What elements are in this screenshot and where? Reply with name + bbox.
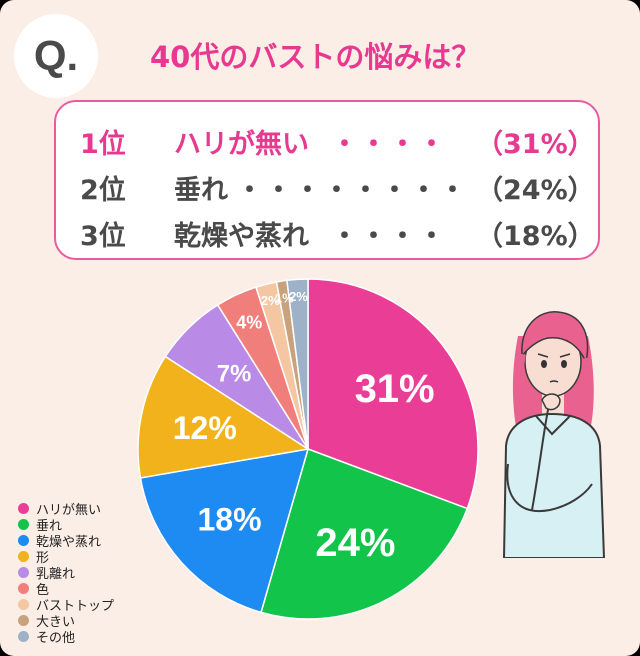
- pie-labels: 31% 24% 18% 12% 7% 4% 2%1%2%: [173, 289, 435, 565]
- legend-label: 垂れ: [36, 518, 63, 534]
- legend-label: 形: [36, 550, 50, 566]
- legend-swatch: [18, 598, 29, 610]
- legend-swatch: [18, 614, 29, 626]
- pie-label-7: 2%: [261, 293, 280, 308]
- pie-label-2: 24%: [315, 521, 395, 565]
- legend-item: 垂れ: [18, 516, 114, 534]
- pie-label-3: 18%: [198, 501, 262, 537]
- ranking-row-2: 2位 垂れ ・・・・・・・・ （24%）: [56, 168, 598, 214]
- rank-leader-dots: ・・・・: [331, 221, 447, 252]
- rank-percent: （18%）: [476, 221, 595, 252]
- legend-label: 乳離れ: [36, 566, 76, 582]
- rank-number: 3位: [80, 221, 126, 252]
- pie-slice-2: [260, 448, 469, 620]
- ranking-row-3: 3位 乾燥や蒸れ ・・・・ （18%）: [56, 214, 598, 260]
- legend-swatch: [18, 630, 29, 642]
- legend-item: ハリが無い: [18, 500, 114, 518]
- legend-swatch: [18, 550, 29, 562]
- pie-label-6: 4%: [236, 313, 262, 333]
- legend-swatch: [18, 502, 29, 514]
- legend-swatch: [18, 582, 29, 594]
- legend-label: 大きい: [36, 614, 76, 630]
- ranking-row-1: 1位 ハリが無い ・・・・ （31%）: [56, 122, 598, 168]
- legend-swatch: [18, 534, 29, 546]
- legend-item: 色: [18, 580, 114, 598]
- rank-leader-dots: ・・・・・・・・: [236, 175, 468, 206]
- pie-slice-9: [286, 278, 309, 450]
- rank-percent: （24%）: [476, 175, 595, 206]
- legend-item: 乾燥や蒸れ: [18, 532, 114, 550]
- legend-label: ハリが無い: [36, 502, 102, 518]
- rank-leader-dots: ・・・・: [331, 129, 447, 160]
- pie-label-4: 12%: [173, 410, 237, 446]
- pie-slices: [137, 278, 479, 620]
- pie-label-8: 1%: [275, 290, 294, 305]
- pie-slice-1: [307, 278, 479, 510]
- pie-label-9: 2%: [289, 289, 308, 304]
- pie-label-1: 31%: [355, 367, 435, 411]
- question-badge: Q.: [14, 14, 98, 98]
- legend-item: 大きい: [18, 612, 114, 630]
- pie-label-5: 7%: [217, 360, 252, 387]
- rank-item: 乾燥や蒸れ: [174, 221, 309, 252]
- legend-item: その他: [18, 628, 114, 646]
- legend-swatch: [18, 518, 29, 530]
- pie-slice-3: [139, 448, 310, 614]
- legend-item: 形: [18, 548, 114, 566]
- legend-label: 乾燥や蒸れ: [36, 534, 102, 550]
- rank-number: 1位: [80, 129, 126, 160]
- ranking-box: 1位 ハリが無い ・・・・ （31%） 2位 垂れ ・・・・・・・・ （24%）…: [54, 100, 600, 260]
- rank-item: ハリが無い: [174, 129, 309, 160]
- page-title: 40代のバストの悩みは？: [150, 40, 481, 74]
- rank-number: 2位: [80, 175, 126, 206]
- legend-label: バストトップ: [36, 598, 115, 614]
- legend-swatch: [18, 566, 29, 578]
- legend-item: バストトップ: [18, 596, 115, 614]
- legend-label: その他: [36, 630, 76, 646]
- legend: ハリが無い 垂れ 乾燥や蒸れ形乳離れ色バストトップ 大きい その他: [18, 500, 115, 646]
- legend-label: 色: [36, 582, 50, 598]
- rank-item: 垂れ: [174, 175, 228, 206]
- pondering-woman-illustration: [502, 311, 606, 558]
- legend-item: 乳離れ: [18, 564, 114, 582]
- rank-percent: （31%）: [476, 129, 595, 160]
- pie-slice-4: [137, 355, 311, 479]
